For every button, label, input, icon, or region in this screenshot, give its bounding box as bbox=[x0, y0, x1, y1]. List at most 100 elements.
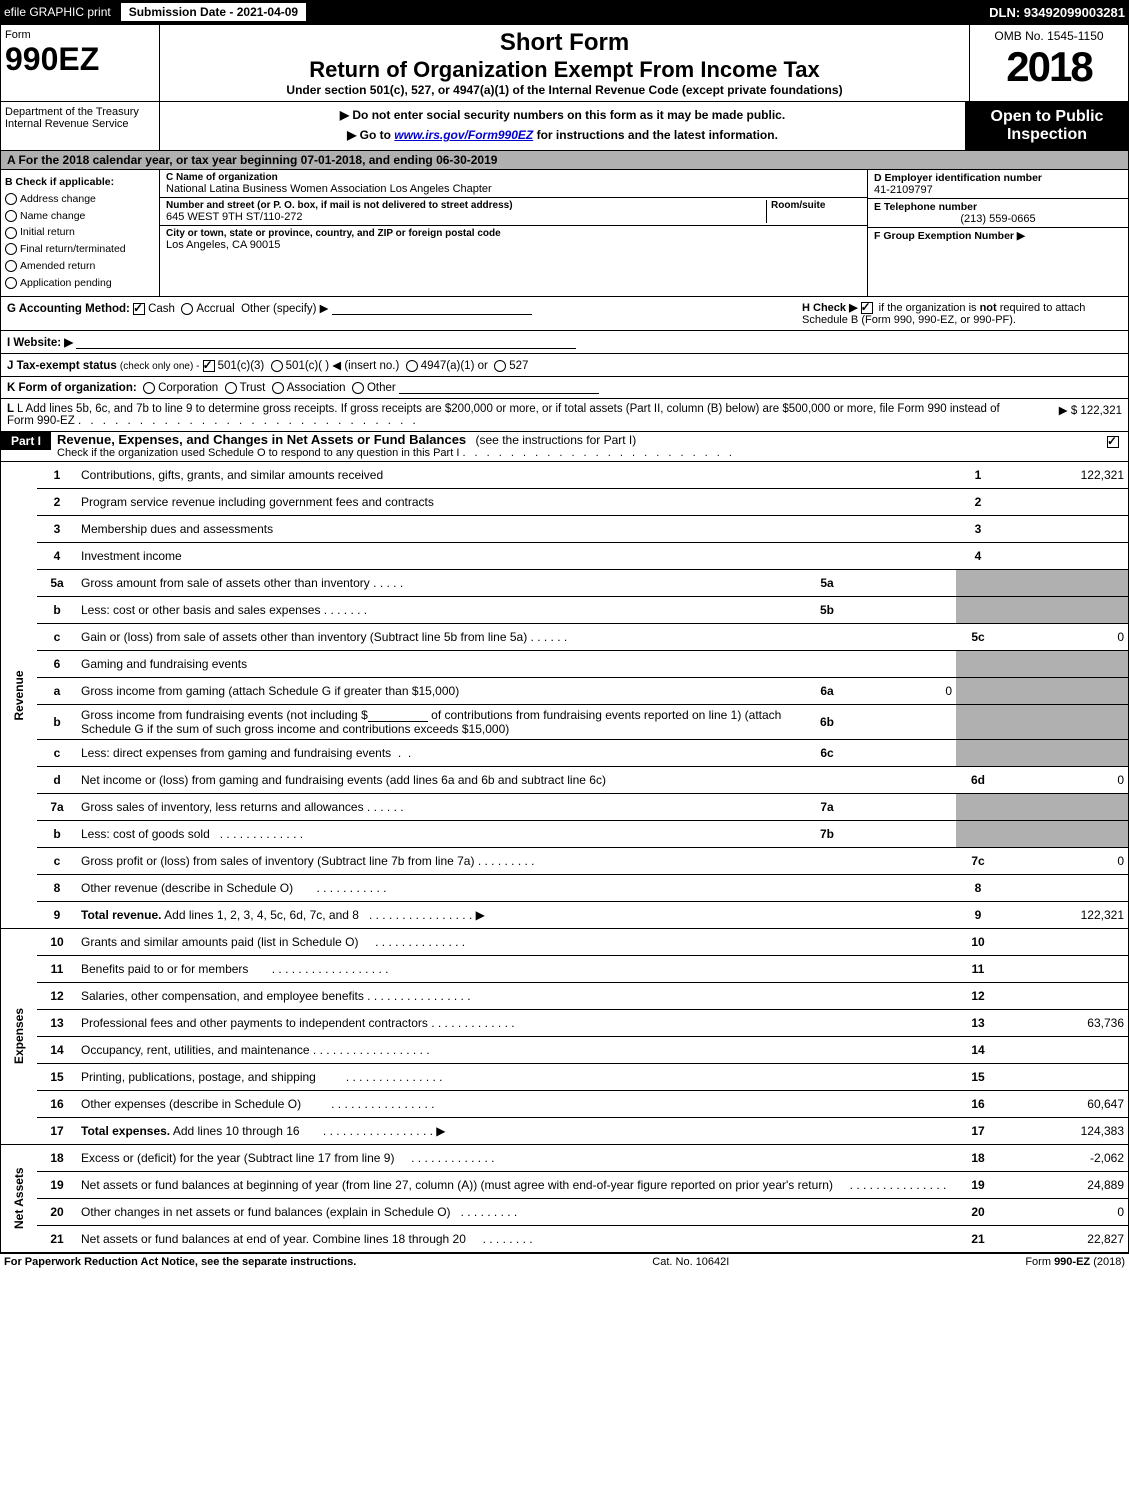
l18-val: -2,062 bbox=[1000, 1144, 1128, 1171]
l11-val bbox=[1000, 955, 1128, 982]
l15-num: 15 bbox=[956, 1063, 1000, 1090]
l16-desc: Other expenses (describe in Schedule O) bbox=[81, 1097, 301, 1111]
l6d-no: d bbox=[37, 766, 77, 793]
l5a-sub: 5a bbox=[806, 569, 848, 596]
revenue-side-label: Revenue bbox=[1, 462, 37, 929]
line-7b: b Less: cost of goods sold . . . . . . .… bbox=[1, 820, 1128, 847]
l5b-no: b bbox=[37, 596, 77, 623]
l5c-val: 0 bbox=[1000, 623, 1128, 650]
irs-link[interactable]: www.irs.gov/Form990EZ bbox=[394, 128, 533, 142]
j-opt4: 527 bbox=[509, 360, 528, 372]
line-18: Net Assets 18 Excess or (deficit) for th… bbox=[1, 1144, 1128, 1171]
j-527-radio[interactable] bbox=[494, 360, 506, 372]
l19-desc: Net assets or fund balances at beginning… bbox=[81, 1178, 833, 1192]
l19-no: 19 bbox=[37, 1171, 77, 1198]
address-change-radio[interactable] bbox=[5, 193, 17, 205]
line-6a: a Gross income from gaming (attach Sched… bbox=[1, 677, 1128, 704]
part1-header-row: Part I Revenue, Expenses, and Changes in… bbox=[1, 432, 1128, 462]
line-6b: b Gross income from fundraising events (… bbox=[1, 704, 1128, 739]
line-6c: c Less: direct expenses from gaming and … bbox=[1, 739, 1128, 766]
h-text1: if the organization is bbox=[879, 302, 980, 314]
l2-no: 2 bbox=[37, 488, 77, 515]
l14-val bbox=[1000, 1036, 1128, 1063]
l10-no: 10 bbox=[37, 928, 77, 955]
line-7c: c Gross profit or (loss) from sales of i… bbox=[1, 847, 1128, 874]
part1-note: (see the instructions for Part I) bbox=[476, 433, 637, 447]
l10-num: 10 bbox=[956, 928, 1000, 955]
application-pending-radio[interactable] bbox=[5, 277, 17, 289]
l20-desc: Other changes in net assets or fund bala… bbox=[81, 1205, 451, 1219]
k-corp-radio[interactable] bbox=[143, 382, 155, 394]
cash-checkbox[interactable] bbox=[133, 303, 145, 315]
l8-desc: Other revenue (describe in Schedule O) bbox=[81, 881, 293, 895]
l4-no: 4 bbox=[37, 542, 77, 569]
tax-year: 2018 bbox=[974, 43, 1124, 91]
open-to-public: Open to Public Inspection bbox=[965, 102, 1128, 150]
line-19: 19 Net assets or fund balances at beginn… bbox=[1, 1171, 1128, 1198]
final-return-radio[interactable] bbox=[5, 243, 17, 255]
omb-number: OMB No. 1545-1150 bbox=[974, 29, 1124, 43]
j-501c3-checkbox[interactable] bbox=[203, 360, 215, 372]
g-accrual: Accrual bbox=[196, 303, 234, 315]
accrual-radio[interactable] bbox=[181, 303, 193, 315]
l6b-no: b bbox=[37, 704, 77, 739]
notice-2-suffix: for instructions and the latest informat… bbox=[533, 128, 778, 142]
l6d-desc: Net income or (loss) from gaming and fun… bbox=[81, 773, 606, 787]
h-checkbox[interactable] bbox=[861, 302, 873, 314]
footer-center: Cat. No. 10642I bbox=[356, 1256, 1025, 1268]
l12-no: 12 bbox=[37, 982, 77, 1009]
gh-row: G Accounting Method: Cash Accrual Other … bbox=[1, 297, 1128, 331]
form-number: 990EZ bbox=[5, 41, 155, 78]
l6a-no: a bbox=[37, 677, 77, 704]
k-other-radio[interactable] bbox=[352, 382, 364, 394]
net-assets-side-label: Net Assets bbox=[1, 1144, 37, 1252]
line-6d: d Net income or (loss) from gaming and f… bbox=[1, 766, 1128, 793]
initial-return-radio[interactable] bbox=[5, 227, 17, 239]
l6d-val: 0 bbox=[1000, 766, 1128, 793]
period-prefix: A For the 2018 calendar year, or tax yea… bbox=[7, 153, 301, 167]
part1-schedule-o-checkbox[interactable] bbox=[1107, 436, 1119, 448]
k-assoc-radio[interactable] bbox=[272, 382, 284, 394]
k-trust-radio[interactable] bbox=[225, 382, 237, 394]
l6-no: 6 bbox=[37, 650, 77, 677]
j-row: J Tax-exempt status (check only one) - 5… bbox=[1, 354, 1128, 377]
header-row-2: Department of the Treasury Internal Reve… bbox=[1, 102, 1128, 151]
l7a-subval bbox=[848, 793, 956, 820]
amended-return-radio[interactable] bbox=[5, 260, 17, 272]
line-16: 16 Other expenses (describe in Schedule … bbox=[1, 1090, 1128, 1117]
l14-no: 14 bbox=[37, 1036, 77, 1063]
street-address: 645 WEST 9TH ST/110-272 bbox=[166, 211, 766, 223]
l7b-desc: Less: cost of goods sold bbox=[81, 827, 210, 841]
line-3: 3 Membership dues and assessments 3 bbox=[1, 515, 1128, 542]
l18-no: 18 bbox=[37, 1144, 77, 1171]
ein-value: 41-2109797 bbox=[874, 184, 1122, 196]
k-other-blank bbox=[399, 381, 599, 394]
short-form-title: Short Form bbox=[168, 29, 961, 57]
footer-left: For Paperwork Reduction Act Notice, see … bbox=[4, 1256, 356, 1268]
l3-num: 3 bbox=[956, 515, 1000, 542]
name-change-radio[interactable] bbox=[5, 210, 17, 222]
omb-year-box: OMB No. 1545-1150 2018 bbox=[969, 25, 1128, 101]
l15-no: 15 bbox=[37, 1063, 77, 1090]
k-opt-1: Trust bbox=[240, 382, 266, 394]
notice-1: ▶ Do not enter social security numbers o… bbox=[166, 108, 959, 122]
org-name: National Latina Business Women Associati… bbox=[166, 183, 861, 195]
j-501c-radio[interactable] bbox=[271, 360, 283, 372]
l5b-sub: 5b bbox=[806, 596, 848, 623]
l7a-desc: Gross sales of inventory, less returns a… bbox=[81, 800, 364, 814]
g-cash: Cash bbox=[148, 303, 175, 315]
l3-no: 3 bbox=[37, 515, 77, 542]
line-2: 2 Program service revenue including gove… bbox=[1, 488, 1128, 515]
form-container: Form 990EZ Short Form Return of Organiza… bbox=[0, 24, 1129, 1254]
j-opt3: 4947(a)(1) or bbox=[421, 360, 488, 372]
h-label: H Check ▶ bbox=[802, 302, 858, 314]
j-4947-radio[interactable] bbox=[406, 360, 418, 372]
l6c-no: c bbox=[37, 739, 77, 766]
l7c-num: 7c bbox=[956, 847, 1000, 874]
c-street-label: Number and street (or P. O. box, if mail… bbox=[166, 200, 766, 211]
l12-num: 12 bbox=[956, 982, 1000, 1009]
period-end: 06-30-2019 bbox=[436, 153, 497, 167]
l-row: L L Add lines 5b, 6c, and 7b to line 9 t… bbox=[1, 399, 1128, 432]
l19-num: 19 bbox=[956, 1171, 1000, 1198]
b-opt-2: Initial return bbox=[20, 226, 75, 238]
